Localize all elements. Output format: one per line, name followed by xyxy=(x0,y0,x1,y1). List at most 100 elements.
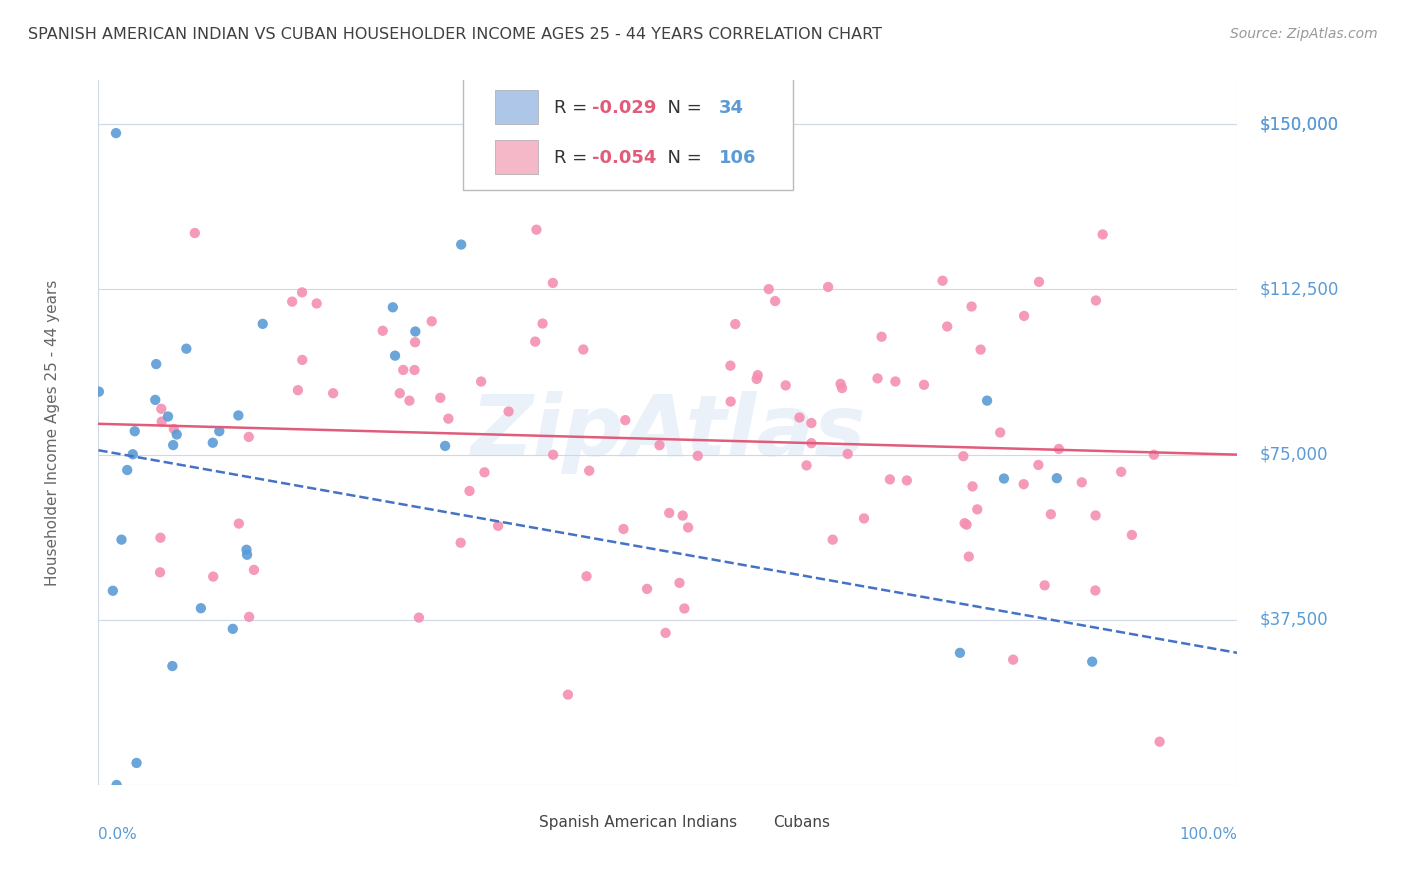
Point xyxy=(654,626,676,640)
Point xyxy=(1081,655,1104,669)
Point xyxy=(87,384,110,399)
Point xyxy=(429,391,451,405)
FancyBboxPatch shape xyxy=(463,66,793,189)
Point xyxy=(969,343,991,357)
Text: $150,000: $150,000 xyxy=(1260,115,1339,133)
Point xyxy=(458,483,481,498)
Point xyxy=(115,463,138,477)
Point xyxy=(163,422,186,436)
Point xyxy=(936,319,959,334)
Point xyxy=(976,393,998,408)
Point xyxy=(1002,653,1025,667)
Point xyxy=(176,342,198,356)
Point xyxy=(474,465,496,479)
Point xyxy=(1046,471,1069,485)
Point xyxy=(821,533,844,547)
Point xyxy=(636,582,658,596)
Text: $37,500: $37,500 xyxy=(1260,611,1329,629)
Point xyxy=(747,368,769,383)
Point xyxy=(450,535,472,549)
Point xyxy=(450,237,472,252)
Point xyxy=(1109,465,1132,479)
Point xyxy=(912,377,935,392)
Point xyxy=(686,449,709,463)
Point xyxy=(243,563,266,577)
Point xyxy=(238,610,260,624)
Point xyxy=(398,393,420,408)
Point xyxy=(557,688,579,702)
Point xyxy=(612,522,634,536)
Point xyxy=(524,334,547,349)
Point xyxy=(404,325,426,339)
FancyBboxPatch shape xyxy=(737,810,765,834)
Point xyxy=(830,376,852,391)
Point xyxy=(614,413,637,427)
Point xyxy=(238,430,260,444)
Point xyxy=(201,435,224,450)
Point xyxy=(775,378,797,392)
Point xyxy=(993,471,1015,485)
Point xyxy=(817,280,839,294)
Point xyxy=(575,569,598,583)
Point xyxy=(796,458,818,473)
Point xyxy=(235,542,257,557)
Point xyxy=(1039,508,1062,522)
Text: R =: R = xyxy=(554,150,593,168)
Text: N =: N = xyxy=(657,150,709,168)
Point xyxy=(150,415,173,429)
Point xyxy=(222,622,245,636)
Point xyxy=(166,427,188,442)
Text: ZipAtlas: ZipAtlas xyxy=(470,391,866,475)
Point xyxy=(526,222,548,236)
Point xyxy=(101,583,124,598)
Point xyxy=(658,506,681,520)
Point xyxy=(208,424,231,438)
Point xyxy=(884,375,907,389)
FancyBboxPatch shape xyxy=(495,140,538,174)
Point xyxy=(1012,477,1035,491)
Point xyxy=(384,349,406,363)
Point xyxy=(1084,583,1107,598)
Point xyxy=(763,294,786,309)
Point xyxy=(1149,734,1171,748)
Point xyxy=(202,569,225,583)
Point xyxy=(110,533,132,547)
Point xyxy=(291,285,314,300)
Point xyxy=(866,371,889,385)
Point xyxy=(287,383,309,397)
Point xyxy=(281,294,304,309)
Point xyxy=(1028,458,1050,472)
Text: $75,000: $75,000 xyxy=(1260,446,1329,464)
Point xyxy=(404,335,426,350)
Point xyxy=(879,472,901,486)
Point xyxy=(531,317,554,331)
Text: Source: ZipAtlas.com: Source: ZipAtlas.com xyxy=(1230,27,1378,41)
Point xyxy=(408,610,430,624)
Point xyxy=(949,646,972,660)
Point xyxy=(104,126,127,140)
Point xyxy=(162,659,184,673)
Point xyxy=(1143,448,1166,462)
Point xyxy=(648,438,671,452)
Point xyxy=(831,381,853,395)
Point xyxy=(1070,475,1092,490)
Text: -0.029: -0.029 xyxy=(592,99,657,117)
Text: SPANISH AMERICAN INDIAN VS CUBAN HOUSEHOLDER INCOME AGES 25 - 44 YEARS CORRELATI: SPANISH AMERICAN INDIAN VS CUBAN HOUSEHO… xyxy=(28,27,882,42)
Point xyxy=(486,519,509,533)
Point xyxy=(322,386,344,401)
Point xyxy=(228,516,250,531)
Text: 0.0%: 0.0% xyxy=(98,827,138,842)
Point xyxy=(673,601,696,615)
Point xyxy=(149,566,172,580)
Point xyxy=(541,276,564,290)
Point xyxy=(124,424,146,438)
Point xyxy=(388,386,411,401)
Text: 106: 106 xyxy=(718,150,756,168)
Point xyxy=(291,352,314,367)
Point xyxy=(676,520,699,534)
Point xyxy=(437,411,460,425)
Point xyxy=(381,301,404,315)
Point xyxy=(434,439,457,453)
Point xyxy=(800,416,823,430)
Point xyxy=(404,363,426,377)
